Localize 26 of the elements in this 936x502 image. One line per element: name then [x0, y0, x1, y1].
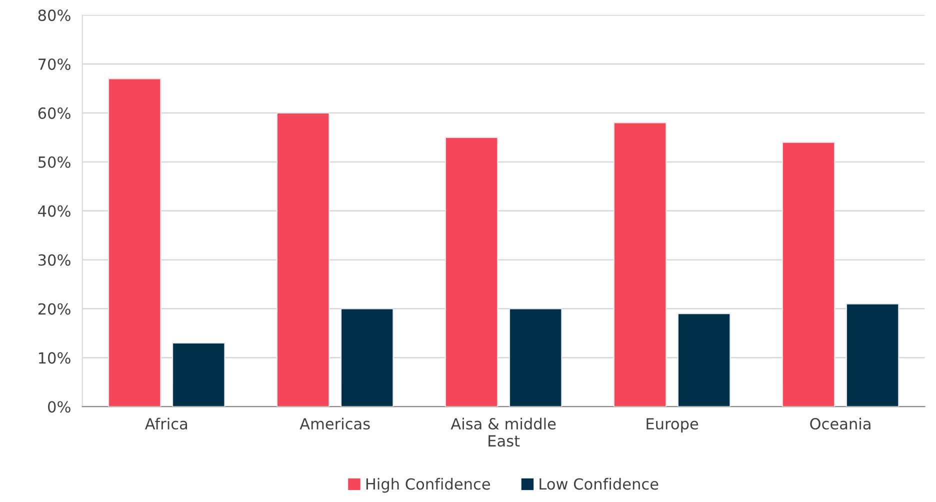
bar [782, 142, 836, 407]
bar [508, 308, 562, 407]
x-tick-label: Europe [646, 418, 698, 433]
legend-label: High Confidence [366, 478, 490, 493]
y-tick-label: 10% [38, 352, 70, 364]
y-tick-label: 80% [38, 10, 70, 22]
x-tick-label: Oceania [810, 418, 870, 430]
bar [444, 136, 498, 407]
bar [677, 313, 731, 407]
legend-label: Low Confidence [540, 478, 658, 490]
x-tick-label: Americas [300, 418, 370, 430]
y-tick-label: 50% [38, 156, 70, 168]
y-tick-label: 70% [38, 58, 70, 70]
bar [108, 78, 162, 407]
bar [340, 308, 394, 407]
x-tick-label: Aisa & middle East [450, 418, 556, 447]
y-tick-label: 60% [38, 107, 70, 119]
y-tick-label: 20% [38, 303, 70, 315]
y-tick-label: 40% [38, 205, 70, 217]
x-tick-label: Africa [144, 418, 188, 430]
bar [613, 122, 667, 407]
y-tick-label: 0% [48, 401, 70, 413]
bar [846, 303, 900, 407]
y-tick-label: 30% [38, 254, 70, 266]
bar [172, 342, 226, 407]
bar [276, 112, 330, 407]
